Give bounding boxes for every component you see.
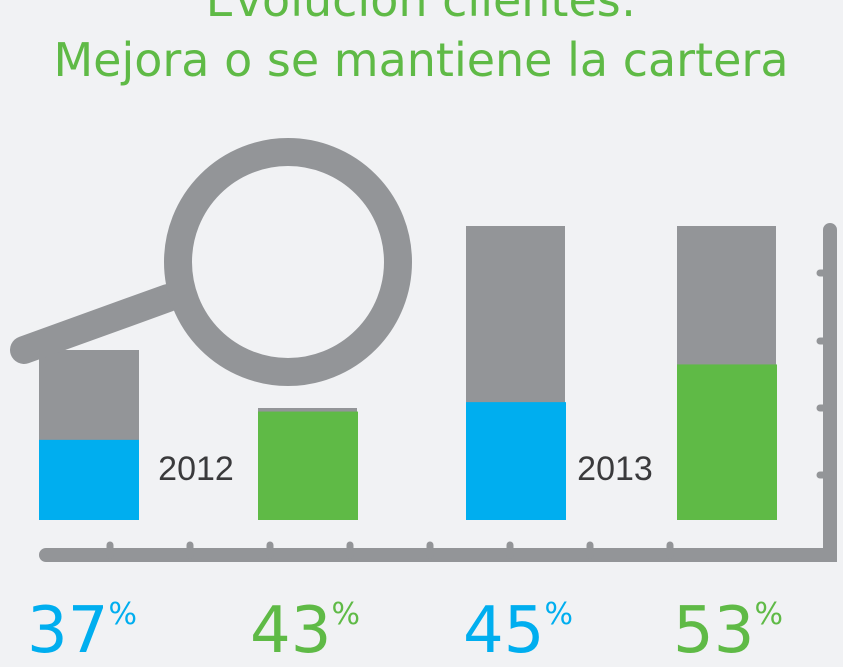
- chart-title: Evolución clientes:: [206, 0, 636, 27]
- bar: [258, 411, 358, 520]
- value-label: 37%: [27, 594, 137, 667]
- x-ticks: [106, 541, 674, 559]
- value-label: 45%: [463, 594, 573, 667]
- value-label: 53%: [673, 594, 783, 667]
- bar: [466, 402, 566, 520]
- category-label: 2013: [577, 450, 653, 488]
- magnifier-ring: [164, 138, 412, 386]
- magnifier: [10, 138, 412, 386]
- chart-subtitle: Mejora o se mantiene la cartera: [53, 33, 788, 87]
- bar: [39, 439, 139, 520]
- category-label: 2012: [158, 450, 234, 488]
- axes: [39, 223, 837, 562]
- y-ticks: [816, 269, 834, 479]
- bar: [677, 364, 777, 520]
- value-label: 43%: [250, 594, 360, 667]
- magnifier-handle: [10, 284, 182, 364]
